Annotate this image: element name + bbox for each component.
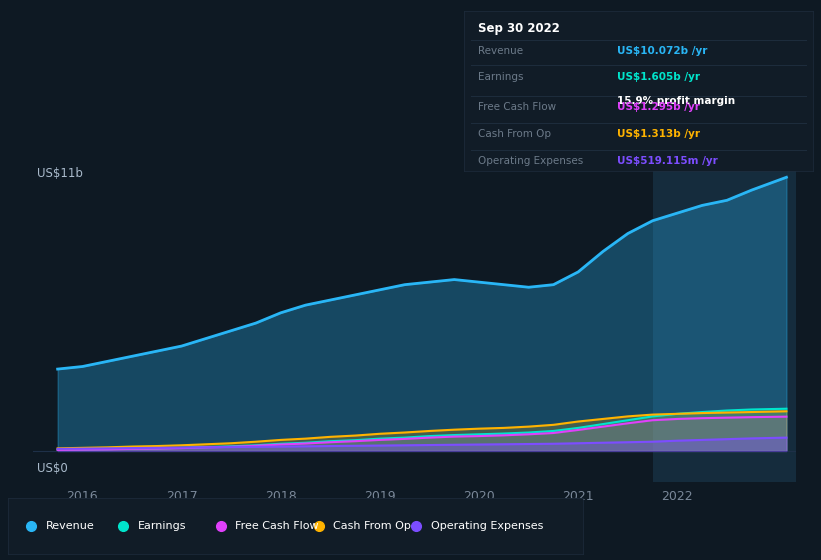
Text: Earnings: Earnings bbox=[478, 72, 523, 82]
Text: Sep 30 2022: Sep 30 2022 bbox=[478, 22, 560, 35]
Text: Revenue: Revenue bbox=[478, 46, 523, 57]
Text: Cash From Op: Cash From Op bbox=[478, 129, 551, 139]
Bar bbox=[653, 157, 796, 482]
Text: US$1.605b /yr: US$1.605b /yr bbox=[617, 72, 700, 82]
Text: Revenue: Revenue bbox=[46, 521, 94, 531]
Text: US$519.115m /yr: US$519.115m /yr bbox=[617, 156, 718, 166]
Text: US$10.072b /yr: US$10.072b /yr bbox=[617, 46, 708, 57]
Text: 15.9% profit margin: 15.9% profit margin bbox=[617, 96, 736, 106]
Text: Operating Expenses: Operating Expenses bbox=[478, 156, 583, 166]
Text: Cash From Op: Cash From Op bbox=[333, 521, 410, 531]
Text: Earnings: Earnings bbox=[138, 521, 186, 531]
Text: US$0: US$0 bbox=[37, 462, 67, 475]
Text: Operating Expenses: Operating Expenses bbox=[430, 521, 543, 531]
Text: US$1.295b /yr: US$1.295b /yr bbox=[617, 102, 700, 112]
Text: US$11b: US$11b bbox=[37, 166, 83, 180]
Text: Free Cash Flow: Free Cash Flow bbox=[478, 102, 556, 112]
Text: Free Cash Flow: Free Cash Flow bbox=[236, 521, 319, 531]
Text: US$1.313b /yr: US$1.313b /yr bbox=[617, 129, 700, 139]
